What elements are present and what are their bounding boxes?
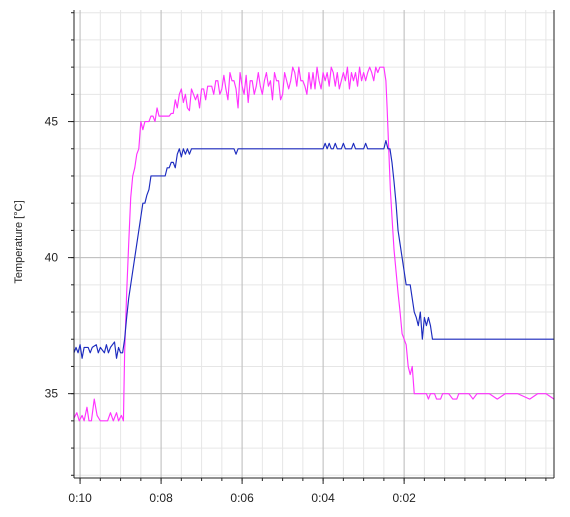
x-tick-label: 0:10 bbox=[68, 491, 92, 505]
series-line-1 bbox=[73, 66, 555, 422]
x-tick-label: 0:04 bbox=[311, 491, 335, 505]
axis-layer: 0:10 0:08 0:06 0:04 0:02 35 40 45 bbox=[45, 10, 555, 505]
x-tick-label: 0:06 bbox=[230, 491, 254, 505]
x-tick-label: 0:02 bbox=[392, 491, 416, 505]
x-tick-label: 0:08 bbox=[149, 491, 173, 505]
series-line-2 bbox=[73, 140, 555, 359]
y-axis-title: Temperature [°C] bbox=[13, 200, 25, 283]
grid-layer bbox=[74, 10, 554, 478]
y-tick-label: 40 bbox=[45, 251, 59, 265]
y-tick-label: 45 bbox=[45, 115, 59, 129]
series-layer bbox=[73, 66, 555, 422]
y-tick-label: 35 bbox=[45, 387, 59, 401]
